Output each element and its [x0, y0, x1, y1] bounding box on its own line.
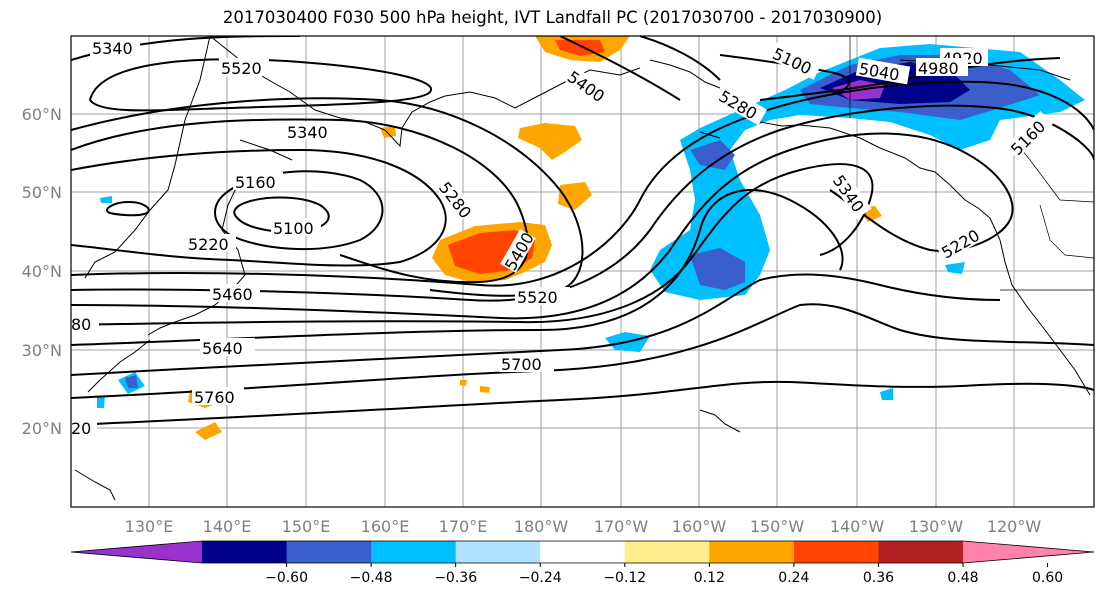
- lon-label: 160°E: [361, 517, 410, 536]
- colorbar-bin: [286, 541, 372, 563]
- lon-label: 150°W: [750, 517, 805, 536]
- lon-label: 180°W: [514, 517, 569, 536]
- lat-label-60n: 60°N: [22, 105, 62, 124]
- colorbar-outline: [70, 540, 1095, 564]
- contour-label: 80: [71, 315, 91, 334]
- boundaries: [849, 36, 1094, 291]
- lon-label: 130°E: [125, 517, 174, 536]
- lon-label: 120°W: [987, 517, 1042, 536]
- contour-label: 4980: [918, 59, 959, 78]
- lon-label: 140°E: [203, 517, 252, 536]
- lat-label-50n: 50°N: [22, 183, 62, 202]
- colorbar-bin: [540, 541, 626, 563]
- lon-label: 140°W: [830, 517, 885, 536]
- colorbar-bin: [624, 541, 710, 563]
- latitude-labels: 60°N 50°N 40°N 30°N 20°N: [22, 105, 62, 438]
- colorbar-extend-high: [963, 541, 1094, 563]
- colorbar-bin: [793, 541, 879, 563]
- colorbar-bin: [878, 541, 964, 563]
- contour-label: 5700: [501, 355, 542, 374]
- colorbar-bin: [455, 541, 541, 563]
- contour-label: 5100: [273, 219, 314, 238]
- colorbar-tick-label: −0.36: [434, 570, 477, 586]
- colorbar-bin: [371, 541, 457, 563]
- contour-label: 5340: [287, 123, 328, 142]
- lon-label: 170°W: [594, 517, 649, 536]
- colorbar: −0.60 −0.48 −0.36 −0.24 −0.12 0.12 0.24 0.36 0.4…: [70, 540, 1095, 586]
- contour-label: 5520: [221, 59, 262, 78]
- contour-label: 20: [71, 419, 91, 438]
- lon-label: 130°W: [909, 517, 964, 536]
- colorbar-tick-label: 0.36: [863, 570, 894, 586]
- colorbar-bin: [709, 541, 795, 563]
- contour-label: 5760: [194, 388, 235, 407]
- contour-label: 5640: [202, 339, 243, 358]
- colorbar-tick-label: 0.48: [947, 570, 978, 586]
- colorbar-bin: [202, 541, 288, 563]
- colorbar-tick-label: −0.12: [603, 570, 646, 586]
- colorbar-tick-label: 0.24: [778, 570, 809, 586]
- colorbar-tick-label: −0.24: [519, 570, 562, 586]
- map-title: 2017030400 F030 500 hPa height, IVT Land…: [222, 8, 883, 27]
- lon-label: 170°E: [439, 517, 488, 536]
- map-frame: [70, 35, 1095, 508]
- colorbar-tick-label: −0.60: [265, 570, 308, 586]
- colorbar-extend-low: [71, 541, 202, 563]
- longitude-labels: 130°E 140°E 150°E 160°E 170°E 180°W 170°…: [125, 517, 1042, 536]
- contour-labels: 5340 5520 5340 5160 5100 5220 5460 80 56…: [71, 38, 1054, 438]
- contour-label: 5520: [517, 288, 558, 307]
- colorbar-tick-label: 0.60: [1032, 570, 1063, 586]
- lat-label-30n: 30°N: [22, 341, 62, 360]
- lon-label: 150°E: [282, 517, 331, 536]
- lat-label-20n: 20°N: [22, 419, 62, 438]
- colorbar-tick-label: 0.12: [694, 570, 725, 586]
- colorbar-tick-label: −0.48: [350, 570, 393, 586]
- contour-label: 5460: [212, 285, 253, 304]
- contour-label: 5160: [235, 173, 276, 192]
- lon-label: 160°W: [672, 517, 727, 536]
- contour-label: 5340: [92, 39, 133, 58]
- contour-label: 5220: [188, 235, 229, 254]
- lat-label-40n: 40°N: [22, 262, 62, 281]
